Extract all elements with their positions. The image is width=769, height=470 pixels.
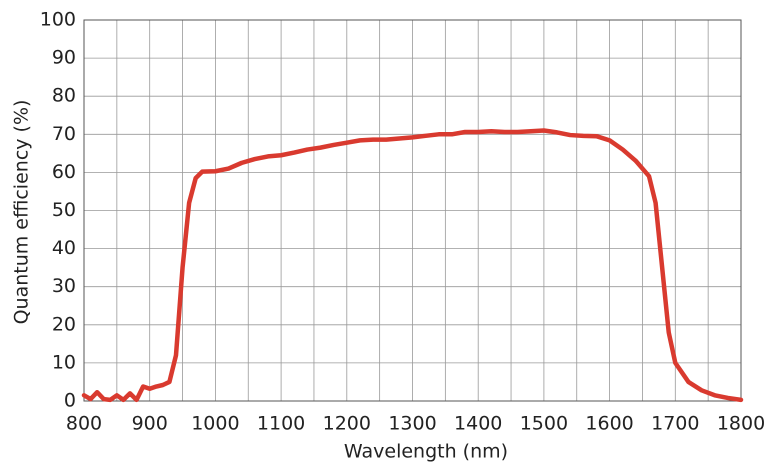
- y-tick-label: 70: [52, 123, 76, 145]
- x-tick-label: 800: [66, 413, 102, 435]
- y-tick-label: 90: [52, 47, 76, 69]
- y-tick-label: 100: [40, 9, 76, 31]
- y-tick-label: 40: [52, 237, 76, 259]
- y-axis-label: Quantum efficiency (%): [11, 100, 33, 325]
- y-tick-label: 50: [52, 199, 76, 221]
- x-tick-label: 1100: [257, 413, 305, 435]
- plot-frame: [83, 19, 742, 402]
- x-tick-label: 1500: [520, 413, 568, 435]
- x-tick-label: 900: [132, 413, 168, 435]
- x-tick-label: 1000: [191, 413, 239, 435]
- y-tick-label: 30: [52, 275, 76, 297]
- x-tick-label: 1700: [651, 413, 699, 435]
- x-tick-label: 1600: [585, 413, 633, 435]
- y-tick-label: 10: [52, 351, 76, 373]
- data-line: [81, 128, 744, 403]
- x-axis-label: Wavelength (nm): [344, 441, 508, 463]
- y-tick-label: 80: [52, 85, 76, 107]
- x-tick-label: 1800: [717, 413, 765, 435]
- x-tick-label: 1300: [388, 413, 436, 435]
- y-tick-label: 20: [52, 313, 76, 335]
- x-tick-label: 1200: [323, 413, 371, 435]
- y-tick-label: 60: [52, 161, 76, 183]
- y-tick-label: 0: [64, 390, 76, 412]
- x-tick-label: 1400: [454, 413, 502, 435]
